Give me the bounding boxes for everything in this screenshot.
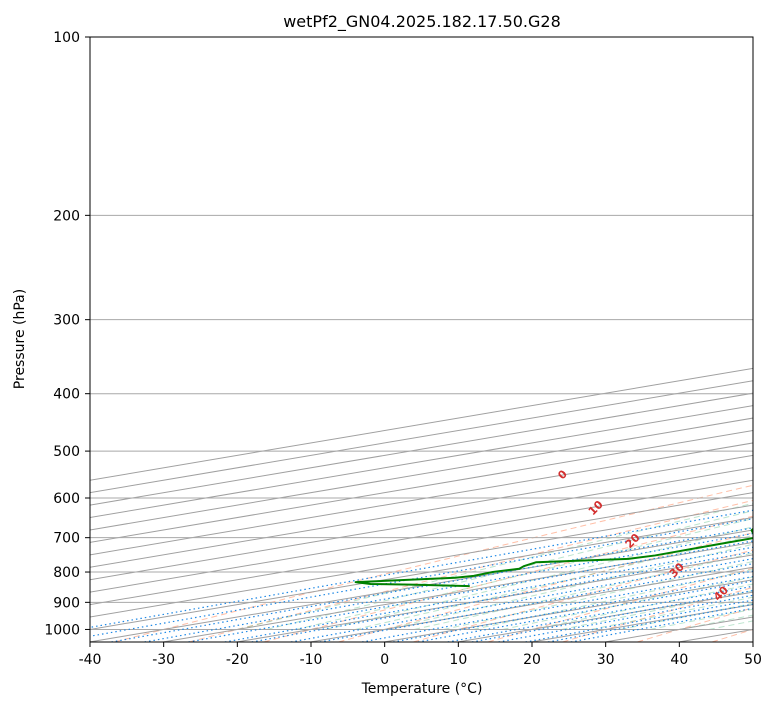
y-tick-label: 1000 — [44, 622, 80, 638]
x-axis-title: Temperature (°C) — [361, 681, 483, 697]
isotherm — [90, 504, 753, 618]
y-tick-label: 900 — [53, 595, 80, 611]
x-tick-label: -30 — [152, 652, 175, 668]
background-lines — [90, 37, 753, 642]
isotherm — [90, 492, 753, 606]
isotherm — [90, 442, 753, 556]
plot-frame — [89, 36, 754, 643]
isotherm — [90, 429, 753, 543]
y-tick-label: 300 — [53, 313, 80, 329]
moist-adiabat — [237, 502, 753, 630]
dry-adiabat — [338, 532, 753, 642]
x-tick-label: -40 — [79, 652, 102, 668]
chart-title: wetPf2_GN04.2025.182.17.50.G28 — [283, 12, 561, 32]
x-tick-label: 10 — [449, 652, 467, 668]
mixing-ratio-line — [111, 527, 753, 642]
mixing-ratio-line — [251, 551, 753, 642]
x-tick-label: 20 — [523, 652, 541, 668]
x-tick-label: -20 — [226, 652, 249, 668]
mixing-ratio-line — [224, 546, 753, 642]
moist-adiabat — [355, 534, 753, 630]
sounding-traces — [354, 527, 753, 588]
moist-adiabat — [472, 568, 753, 630]
y-axis-title: Pressure (hPa) — [12, 289, 28, 389]
y-tick-label: 400 — [53, 387, 80, 403]
y-tick-label: 100 — [53, 30, 80, 46]
mixing-ratio-line — [447, 585, 753, 642]
moist-adiabat — [502, 576, 753, 630]
x-tick-label: 0 — [380, 652, 389, 668]
mixing-ratio-line — [393, 575, 753, 642]
y-tick-label: 700 — [53, 531, 80, 547]
x-tick-label: -10 — [300, 652, 323, 668]
x-tick-label: 30 — [597, 652, 615, 668]
y-tick-label: 800 — [53, 565, 80, 581]
y-tick-label: 500 — [53, 444, 80, 460]
x-tick-label: 40 — [670, 652, 688, 668]
x-axis: -40 -30 -20 -10 0 10 20 30 40 50 — [79, 642, 762, 668]
isotherm — [90, 467, 753, 581]
dry-adiabat — [114, 484, 753, 642]
mixing-ratio-line — [417, 580, 753, 642]
x-tick-label: 50 — [744, 652, 762, 668]
isotherm — [90, 454, 753, 568]
dewpoint-trace — [354, 527, 753, 588]
y-tick-label: 600 — [53, 491, 80, 507]
y-axis: 100 200 300 400 500 600 700 800 900 1000 — [44, 30, 90, 638]
isotherm — [90, 529, 753, 642]
isotherm — [90, 517, 753, 630]
moist-adiabat — [414, 552, 753, 630]
mixing-ratio-line — [361, 570, 753, 642]
y-tick-label: 200 — [53, 208, 80, 224]
isotherm — [90, 479, 753, 593]
moist-adiabat — [325, 526, 753, 630]
dry-adiabat — [487, 567, 753, 642]
